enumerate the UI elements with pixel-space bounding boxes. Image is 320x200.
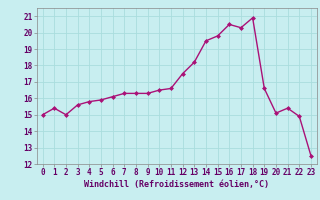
X-axis label: Windchill (Refroidissement éolien,°C): Windchill (Refroidissement éolien,°C)	[84, 180, 269, 189]
